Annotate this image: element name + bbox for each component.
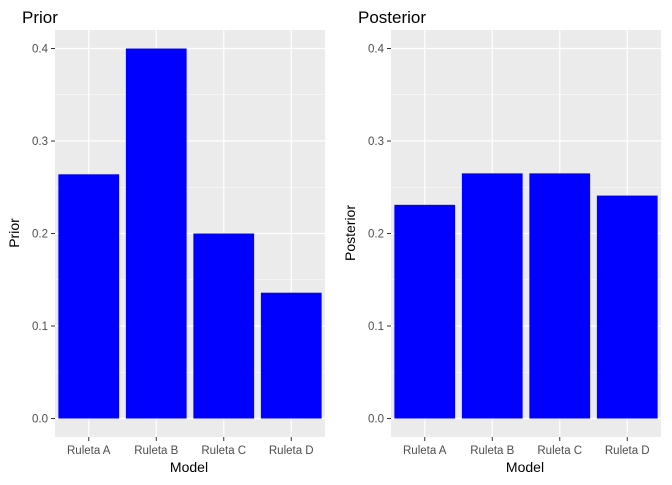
y-tick-label: 0.4 [368, 44, 385, 56]
bar [125, 48, 187, 419]
bar [260, 292, 322, 419]
x-tick-label: Ruleta B [470, 445, 514, 457]
y-tick-label: 0.0 [368, 414, 384, 426]
y-axis-title: Posterior [342, 205, 358, 261]
y-tick-label: 0.3 [32, 136, 48, 148]
prior-chart: Prior Prior Model 0.0 0.1 0.2 0.3 0.4 Ruleta … [6, 8, 325, 475]
x-axis-title: Model [506, 459, 544, 475]
bar [461, 173, 523, 419]
y-tick-label: 0.0 [32, 414, 48, 426]
bar [529, 173, 591, 419]
x-tick-label: Ruleta D [605, 445, 650, 457]
x-tick-label: Ruleta C [537, 445, 582, 457]
posterior-chart: Posterior Posterior Model 0.0 0.1 0.2 0.3 0.… [342, 8, 661, 475]
x-axis-title: Model [170, 459, 208, 475]
bar [394, 204, 456, 419]
y-tick-label: 0.4 [32, 44, 49, 56]
chart-title: Prior [22, 8, 58, 27]
x-tick-label: Ruleta A [67, 445, 111, 457]
bar [58, 174, 120, 419]
y-tick-label: 0.1 [368, 321, 384, 333]
y-tick-label: 0.1 [32, 321, 48, 333]
bar [193, 233, 255, 419]
x-tick-label: Ruleta A [403, 445, 447, 457]
bar [596, 195, 658, 419]
x-tick-label: Ruleta C [201, 445, 246, 457]
y-tick-label: 0.3 [368, 136, 384, 148]
x-tick-label: Ruleta D [269, 445, 314, 457]
y-tick-label: 0.2 [368, 229, 384, 241]
y-axis-title: Prior [6, 218, 22, 248]
x-tick-label: Ruleta B [134, 445, 178, 457]
y-tick-label: 0.2 [32, 229, 48, 241]
chart-title: Posterior [358, 8, 426, 27]
